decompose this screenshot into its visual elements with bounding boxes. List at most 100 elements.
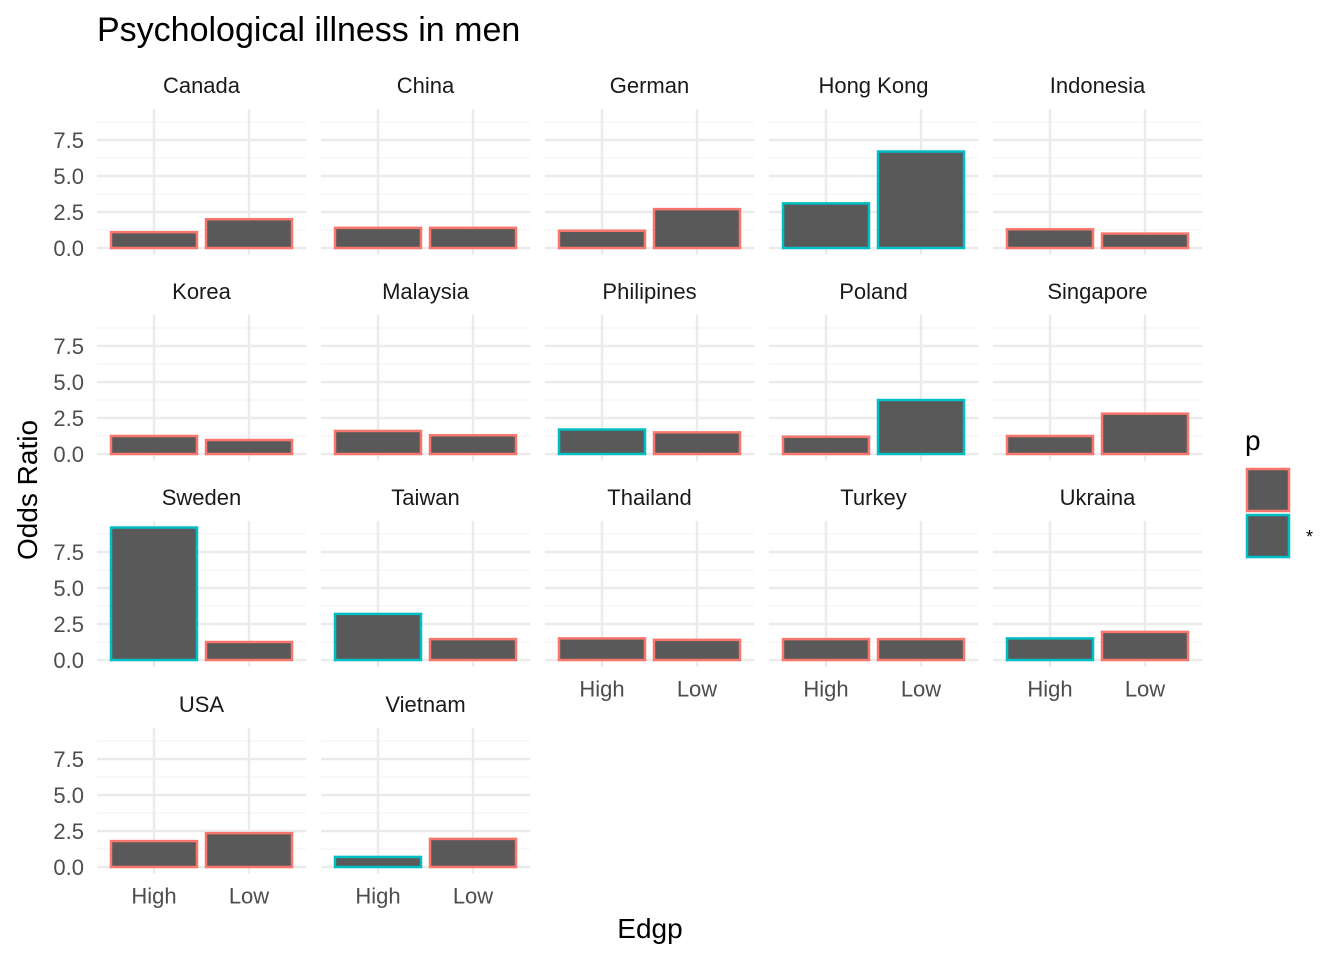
facet-strip-label: Hong Kong [818,73,928,98]
y-tick-label: 0.0 [53,648,84,673]
facet-thailand: Thailand High Low [545,485,754,702]
facet-german: German [545,73,754,255]
legend-label: * [1306,527,1313,547]
facet-panels: Canada 0.0 2.5 5.0 7.5 China German Hong Kong In… [53,73,1202,909]
bar-high [557,229,647,250]
facet-china: China [321,73,530,255]
facet-turkey: Turkey High Low [769,485,978,702]
facet-canada: Canada 0.0 2.5 5.0 7.5 [53,73,306,261]
facet-strip-label: Ukraina [1060,485,1137,510]
bar-high [333,226,423,250]
bar-high [333,612,423,662]
facet-strip-label: Poland [839,279,908,304]
x-tick-label: High [131,884,176,909]
bar-low [1100,412,1190,456]
bar-high [557,428,647,456]
y-tick-label: 2.5 [53,612,84,637]
bar-high [781,435,871,456]
legend-key [1245,467,1291,513]
facet-strip-label: Singapore [1047,279,1147,304]
facet-vietnam: Vietnam High Low [321,692,530,909]
bar-high [1005,434,1095,456]
bar-low [204,438,294,456]
facet-strip-label: Sweden [162,485,242,510]
legend-key [1245,513,1291,559]
bar-low [1100,630,1190,662]
bar-high [1005,228,1095,250]
bar-low [428,226,518,250]
x-tick-label: Low [229,884,269,909]
bar-low [1100,232,1190,250]
bar-low [876,398,966,456]
y-tick-label: 5.0 [53,370,84,395]
bar-low [428,434,518,456]
facet-taiwan: Taiwan [321,485,530,667]
y-tick-label: 7.5 [53,128,84,153]
facet-strip-label: German [610,73,689,98]
bar-low [204,640,294,662]
y-tick-label: 5.0 [53,576,84,601]
facet-usa: USA 0.0 2.5 5.0 7.5 High Low [53,692,306,909]
x-tick-label: Low [901,677,941,702]
bar-low [204,831,294,869]
y-tick-label: 0.0 [53,236,84,261]
bar-low [876,150,966,250]
x-tick-label: High [1027,677,1072,702]
facet-sweden: Sweden 0.0 2.5 5.0 7.5 [53,485,306,673]
facet-ukraina: Ukraina High Low [993,485,1202,702]
facet-singapore: Singapore [993,279,1202,461]
y-tick-label: 7.5 [53,334,84,359]
bar-high [109,839,199,869]
bar-high [781,637,871,662]
y-tick-label: 7.5 [53,747,84,772]
bar-low [428,637,518,662]
facet-strip-label: Korea [172,279,231,304]
facet-strip-label: China [397,73,455,98]
y-tick-label: 2.5 [53,819,84,844]
facet-strip-label: Taiwan [391,485,459,510]
facet-philipines: Philipines [545,279,754,461]
facet-strip-label: Malaysia [382,279,470,304]
facet-strip-label: Canada [163,73,241,98]
y-tick-label: 7.5 [53,540,84,565]
x-tick-label: High [803,677,848,702]
facet-strip-label: Turkey [840,485,906,510]
bar-low [652,431,742,456]
y-tick-label: 5.0 [53,164,84,189]
y-tick-label: 2.5 [53,200,84,225]
x-tick-label: Low [677,677,717,702]
facet-korea: Korea 0.0 2.5 5.0 7.5 [53,279,306,467]
bar-high [333,429,423,456]
bar-low [652,638,742,662]
chart-title: Psychological illness in men [97,11,520,49]
bar-high [557,637,647,662]
facet-strip-label: USA [179,692,225,717]
legend: p * [1245,425,1313,559]
bar-high [333,855,423,869]
bar-high [781,202,871,250]
facet-strip-label: Indonesia [1050,73,1146,98]
x-tick-label: Low [453,884,493,909]
y-tick-label: 2.5 [53,406,84,431]
facet-strip-label: Thailand [607,485,691,510]
bar-low [876,637,966,662]
y-tick-label: 0.0 [53,855,84,880]
bar-low [428,837,518,869]
facet-indonesia: Indonesia [993,73,1202,255]
bar-high [109,434,199,456]
x-axis-title: Edgp [617,913,682,944]
facet-malaysia: Malaysia [321,279,530,461]
x-tick-label: High [355,884,400,909]
facet-hong-kong: Hong Kong [769,73,978,255]
y-axis-title: Odds Ratio [12,420,43,560]
y-tick-label: 0.0 [53,442,84,467]
bar-high [109,230,199,250]
bar-high [1005,637,1095,662]
facet-strip-label: Vietnam [385,692,465,717]
bar-low [204,217,294,250]
x-tick-label: High [579,677,624,702]
facet-poland: Poland [769,279,978,461]
legend-title: p [1245,425,1261,456]
y-tick-label: 5.0 [53,783,84,808]
